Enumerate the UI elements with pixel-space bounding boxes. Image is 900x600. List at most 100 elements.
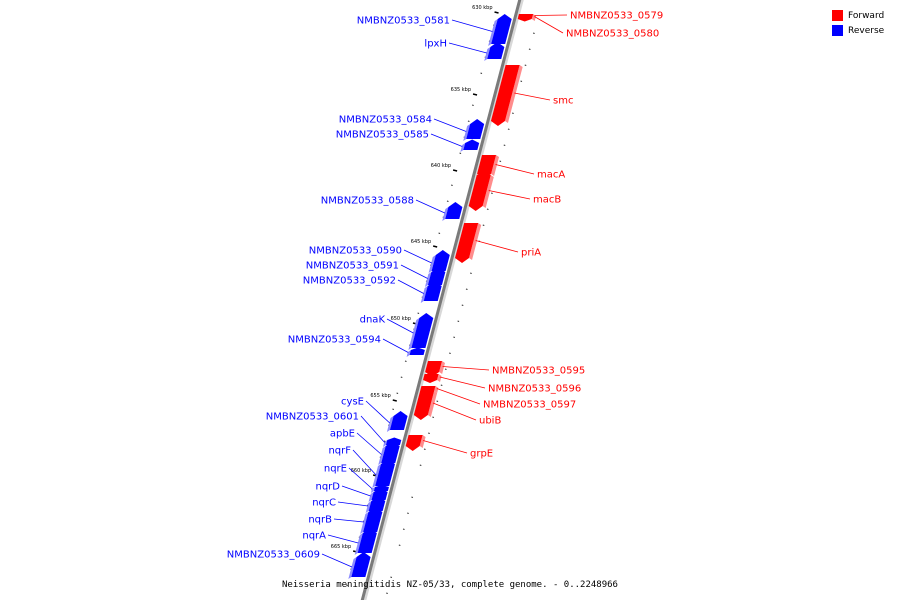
gene-arrow[interactable] (411, 313, 434, 348)
gene-NMBNZ0533_0580[interactable] (517, 14, 537, 22)
gene-NMBNZ0533_0591[interactable] (424, 267, 446, 287)
gene-arrow-side (378, 446, 386, 465)
gene-arrow[interactable] (381, 441, 400, 463)
gene-arrow[interactable] (423, 281, 442, 301)
gene-macB[interactable] (468, 175, 494, 211)
minor-tick-left (404, 360, 407, 362)
gene-label[interactable]: NMBNZ0533_0595 (492, 366, 585, 377)
gene-label[interactable]: smc (553, 96, 573, 107)
gene-arrow[interactable] (517, 14, 534, 22)
gene-arrow[interactable] (466, 119, 485, 139)
gene-arrow[interactable] (423, 374, 439, 383)
gene-arrow[interactable] (491, 14, 512, 44)
gene-NMBNZ0533_0592[interactable] (420, 281, 442, 303)
gene-NMBNZ0533_0595[interactable] (425, 361, 445, 377)
gene-arrow[interactable] (445, 202, 463, 219)
gene-cysE[interactable] (386, 411, 408, 432)
gene-arrow[interactable] (375, 459, 395, 486)
gene-nqrE[interactable] (370, 485, 389, 493)
minor-tick-right (386, 592, 388, 594)
gene-label[interactable]: nqrA (302, 531, 326, 542)
gene-label[interactable]: NMBNZ0533_0585 (336, 130, 429, 141)
gene-label[interactable]: NMBNZ0533_0591 (306, 261, 399, 272)
gene-arrow-side (484, 47, 491, 61)
gene-label[interactable]: NMBNZ0533_0580 (566, 29, 659, 40)
gene-lpxH[interactable] (484, 42, 505, 61)
gene-label[interactable]: nqrC (312, 498, 336, 509)
gene-NMBNZ0533_0581[interactable] (488, 14, 512, 46)
gene-label[interactable]: NMBNZ0533_0596 (488, 384, 581, 395)
gene-arrow[interactable] (490, 65, 520, 126)
gene-arrow[interactable] (409, 347, 425, 356)
minor-tick-right (499, 160, 502, 162)
gene-arrow[interactable] (389, 411, 408, 430)
gene-label[interactable]: macA (537, 170, 565, 181)
gene-NMBNZ0533_0596[interactable] (423, 374, 442, 383)
gene-grpE[interactable] (405, 435, 426, 451)
gene-label[interactable]: NMBNZ0533_0592 (303, 276, 396, 287)
gene-label[interactable]: nqrF (328, 446, 351, 457)
gene-arrow[interactable] (373, 485, 389, 491)
gene-smc[interactable] (490, 65, 523, 126)
gene-NMBNZ0533_0594[interactable] (406, 347, 425, 358)
gene-label[interactable]: macB (533, 195, 561, 206)
gene-nqrA[interactable] (354, 528, 377, 555)
gene-label[interactable]: nqrE (324, 464, 347, 475)
gene-arrow[interactable] (363, 507, 383, 532)
gene-label[interactable]: NMBNZ0533_0588 (321, 196, 414, 207)
gene-arrow[interactable] (468, 175, 491, 211)
gene-arrow[interactable] (455, 223, 479, 263)
gene-label[interactable]: nqrB (308, 515, 332, 526)
gene-label[interactable]: lpxH (424, 39, 447, 50)
gene-nqrC[interactable] (365, 496, 386, 513)
gene-priA[interactable] (455, 223, 482, 263)
gene-nqrB[interactable] (360, 507, 383, 534)
gene-NMBNZ0533_0585[interactable] (460, 139, 480, 153)
gene-arrow[interactable] (427, 267, 446, 285)
gene-label[interactable]: NMBNZ0533_0597 (483, 400, 576, 411)
gene-label[interactable]: NMBNZ0533_0579 (570, 11, 663, 22)
gene-label[interactable]: nqrD (316, 482, 341, 493)
gene-arrow[interactable] (477, 155, 497, 179)
gene-nqrF[interactable] (372, 459, 395, 488)
gene-arrow[interactable] (405, 435, 423, 451)
major-tick (432, 245, 438, 248)
gene-NMBNZ0533_0584[interactable] (463, 119, 485, 141)
gene-arrow[interactable] (413, 391, 435, 420)
gene-arrow[interactable] (425, 361, 442, 377)
gene-apbE[interactable] (378, 441, 400, 465)
label-connector (451, 19, 493, 32)
gene-NMBNZ0533_0588[interactable] (442, 202, 463, 221)
gene-arrow[interactable] (351, 552, 371, 577)
minor-tick-right (436, 400, 439, 402)
gene-label[interactable]: priA (521, 248, 541, 259)
gene-nqrD[interactable] (368, 488, 388, 502)
gene-arrow[interactable] (463, 139, 480, 151)
gene-label[interactable]: ubiB (479, 416, 501, 427)
gene-label[interactable]: apbE (330, 429, 355, 440)
minor-tick-right (491, 192, 493, 194)
gene-label[interactable]: NMBNZ0533_0601 (266, 412, 359, 423)
minor-tick-right (457, 320, 460, 322)
gene-NMBNZ0533_0590[interactable] (428, 250, 450, 273)
gene-arrow[interactable] (431, 250, 450, 271)
gene-arrow-side (370, 487, 375, 493)
gene-label[interactable]: NMBNZ0533_0590 (309, 246, 402, 257)
gene-NMBNZ0533_0609[interactable] (348, 552, 371, 579)
gene-label[interactable]: cysE (341, 397, 364, 408)
gene-arrow[interactable] (357, 528, 377, 553)
gene-label[interactable]: NMBNZ0533_0594 (288, 335, 381, 346)
gene-ubiB[interactable] (413, 391, 438, 420)
gene-label[interactable]: NMBNZ0533_0581 (357, 16, 450, 27)
gene-label[interactable]: dnaK (360, 315, 386, 326)
gene-arrow[interactable] (371, 488, 388, 500)
gene-arrow-side (439, 361, 445, 374)
gene-label[interactable]: grpE (470, 449, 493, 460)
gene-label[interactable]: NMBNZ0533_0584 (339, 115, 432, 126)
gene-arrow[interactable] (368, 496, 386, 511)
gene-macA[interactable] (477, 155, 500, 179)
gene-dnaK[interactable] (408, 313, 434, 350)
minor-tick-right (465, 288, 468, 290)
gene-label[interactable]: NMBNZ0533_0609 (227, 550, 320, 561)
gene-arrow[interactable] (487, 42, 505, 59)
